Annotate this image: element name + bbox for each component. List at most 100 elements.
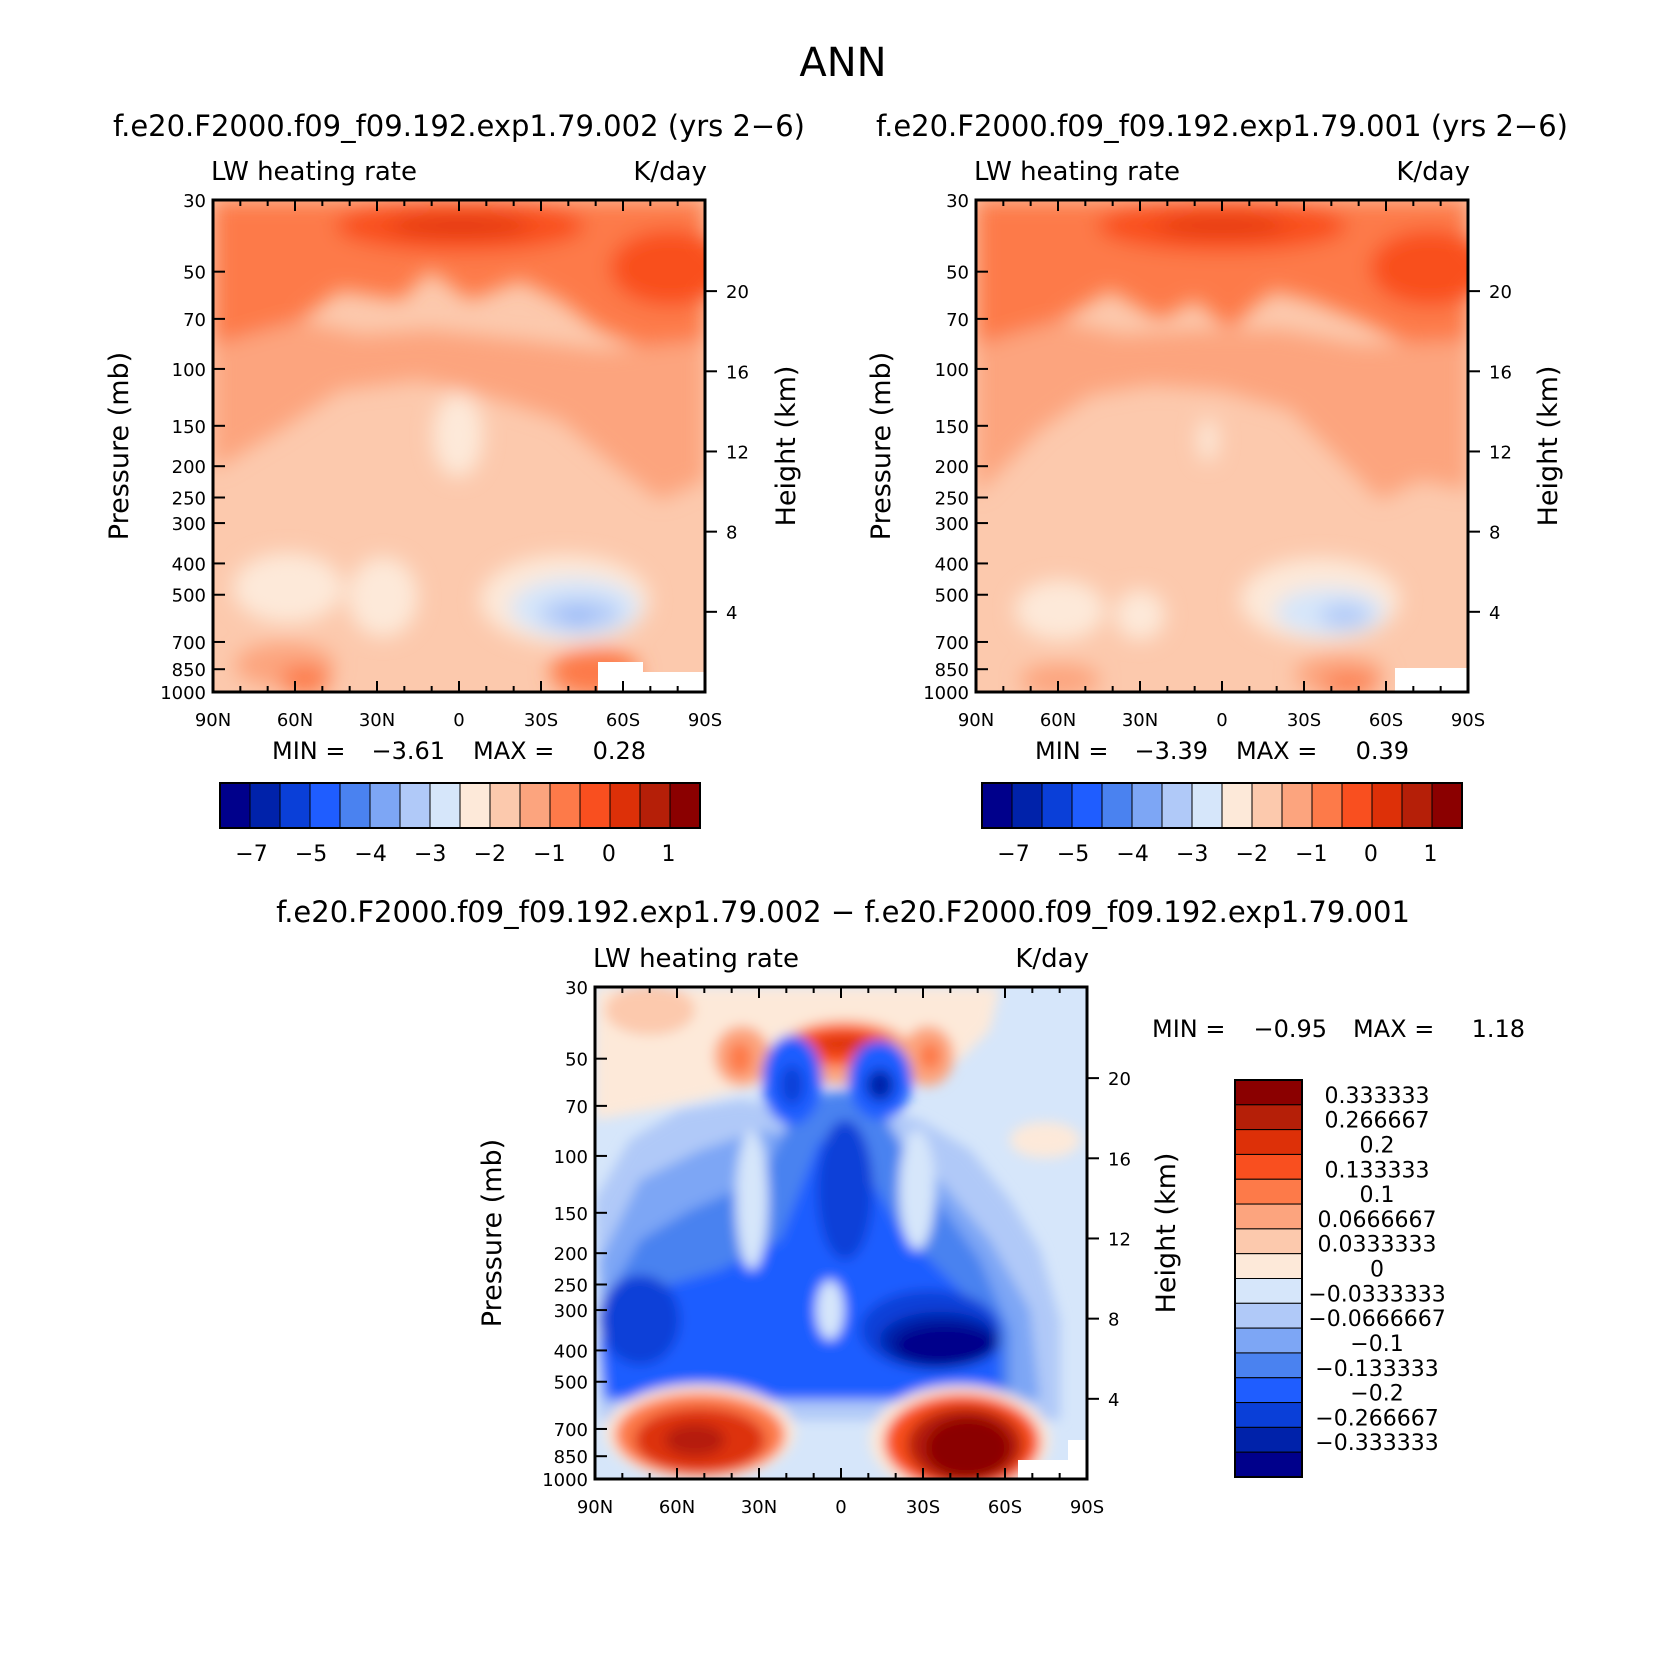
panel-a-ytick-label: 30 [183, 191, 206, 212]
panel-a-colorbar-label: −5 [295, 842, 327, 867]
panel-a-xtick-label: 60N [277, 710, 313, 731]
panel-a-case-title: f.e20.F2000.f09_f09.192.exp1.79.002 (yrs… [113, 109, 805, 143]
panel-a-colorbar-box [309, 782, 341, 829]
panel-a-height-tick-label: 16 [726, 362, 749, 383]
panel-c-ylabel: Pressure (mb) [477, 1139, 508, 1327]
panel-a-colorbar-label: −1 [533, 842, 565, 867]
panel-b-colorbar-label: −4 [1116, 842, 1148, 867]
panel-c-colorbar-box [1234, 1451, 1303, 1478]
panel-b-ytick-label: 70 [946, 310, 969, 331]
panel-c-colorbar-box [1234, 1203, 1303, 1230]
panel-c-height-tick-label: 20 [1108, 1069, 1131, 1090]
panel-c-ytick-label: 70 [565, 1097, 588, 1118]
panel-c-height-tick-label: 4 [1108, 1390, 1119, 1411]
panel-a-xtick-label: 30N [359, 710, 395, 731]
panel-a-colorbar-box [279, 782, 311, 829]
panel-b-ytick-label: 500 [935, 586, 969, 607]
panel-b-height-tick-label: 16 [1489, 362, 1512, 383]
panel-a-ytick-label: 70 [183, 310, 206, 331]
panel-a-height-tick-label: 12 [726, 442, 749, 463]
panel-a-colorbar-label: −7 [235, 842, 267, 867]
panel-c-xtick-label: 30N [741, 1497, 777, 1518]
panel-a-ytick-label: 400 [172, 554, 206, 575]
panel-b-contour-field [976, 200, 1468, 692]
panel-c-colorbar-label: 0.0333333 [1318, 1233, 1437, 1258]
panel-b-colorbar: −7 −5 −4 −3 −2 −1 0 1 [981, 782, 1463, 867]
panel-c-ytick-label: 100 [554, 1147, 588, 1168]
panel-a-ytick-label: 100 [172, 360, 206, 381]
panel-c-colorbar-frame [1234, 1079, 1303, 1478]
panel-a-min-value: −3.61 [371, 737, 445, 765]
panel-c-colorbar-label: 0.1 [1360, 1183, 1395, 1208]
panel-c-colorbar-box [1234, 1377, 1303, 1404]
panel-c-units-label: K/day [1015, 944, 1089, 974]
panel-c-ytick-label: 200 [554, 1244, 588, 1265]
panel-c-xtick-label: 30S [906, 1497, 940, 1518]
panel-b-colorbar-box [1161, 782, 1193, 829]
panel-c-max-label: MAX = [1353, 1015, 1434, 1043]
panel-b-colorbar-label: −2 [1236, 842, 1268, 867]
panel-b-height-tick-label: 4 [1489, 603, 1500, 624]
panel-b-colorbar-box [1281, 782, 1313, 829]
panel-a-colorbar-box [219, 782, 251, 829]
panel-a-ylabel: Pressure (mb) [104, 352, 135, 540]
panel-b-colorbar-box [1221, 782, 1253, 829]
panel-c-colorbar-label: 0 [1370, 1258, 1384, 1283]
panel-b-colorbar-label: 1 [1424, 842, 1438, 867]
panel-a-units-label: K/day [633, 157, 707, 187]
panel-c-ytick-label: 150 [554, 1204, 588, 1225]
panel-a-variable-label: LW heating rate [211, 157, 417, 187]
panel-c-colorbar-label: −0.133333 [1315, 1357, 1438, 1382]
panel-a-ytick-label: 50 [183, 263, 206, 284]
panel-a-axis-ticks: 90N 60N 30N 0 30S 60S 90S 30 50 70 100 150 200 250 300… [160, 191, 749, 731]
panel-a-colorbar-box [399, 782, 431, 829]
panel-c-colorbar-label: −0.1 [1350, 1332, 1403, 1357]
panel-a-colorbar-box [249, 782, 281, 829]
panel-b-colorbar-label: −3 [1176, 842, 1208, 867]
panel-c-ytick-label: 700 [554, 1420, 588, 1441]
panel-b-colorbar-box [981, 782, 1013, 829]
panel-b-colorbar-box [1131, 782, 1163, 829]
panel-c-ytick-label: 500 [554, 1373, 588, 1394]
panel-c-height-tick-label: 16 [1108, 1149, 1131, 1170]
panel-a-colorbar-label: 0 [602, 842, 616, 867]
panel-c-ytick-label: 400 [554, 1341, 588, 1362]
panel-a-ytick-label: 150 [172, 417, 206, 438]
panel-c-colorbar-box [1234, 1402, 1303, 1428]
panel-a-height-tick-label: 20 [726, 282, 749, 303]
panel-a-colorbar-box [669, 782, 701, 829]
panel-c-ytick-label: 250 [554, 1275, 588, 1296]
panel-b-ylabel-right: Height (km) [1533, 366, 1564, 527]
panel-a-xtick-label: 0 [453, 710, 464, 731]
panel-a-colorbar-box [579, 782, 611, 829]
panel-b-ytick-label: 300 [935, 514, 969, 535]
panel-c-height-tick-label: 12 [1108, 1229, 1131, 1250]
panel-a-colorbar-box [369, 782, 401, 829]
panel-b-ytick-label: 200 [935, 457, 969, 478]
panel-a-ytick-label: 300 [172, 514, 206, 535]
panel-c-ytick-label: 300 [554, 1301, 588, 1322]
panel-b-min-label: MIN = [1035, 737, 1108, 765]
panel-b-max-label: MAX = [1236, 737, 1317, 765]
panel-a-colorbar: −7 −5 −4 −3 −2 −1 0 1 [219, 782, 701, 867]
panel-a: LW heating rate K/day [104, 157, 802, 867]
panel-b-colorbar-label: −7 [997, 842, 1029, 867]
panel-c-variable-label: LW heating rate [593, 944, 799, 974]
panel-a-ylabel-right: Height (km) [771, 366, 802, 527]
panel-c-colorbar-label: 0.2 [1360, 1133, 1395, 1158]
panel-c: LW heating rate K/day [477, 944, 1525, 1518]
panel-b-colorbar-box [1401, 782, 1433, 829]
panel-b-min-value: −3.39 [1134, 737, 1208, 765]
panel-b-colorbar-box [1101, 782, 1133, 829]
panel-a-ytick-label: 700 [172, 633, 206, 654]
panel-c-ytick-label: 30 [565, 978, 588, 999]
panel-b-axis-ticks: 90N 60N 30N 0 30S 60S 90S 30 50 70 100 150 200 250 300… [923, 191, 1512, 731]
panel-c-ytick-label: 50 [565, 1050, 588, 1071]
panel-b-xtick-label: 30N [1122, 710, 1158, 731]
panel-b-colorbar-box [1311, 782, 1343, 829]
panel-c-ytick-label: 1000 [542, 1470, 588, 1491]
panel-a-colorbar-label: −2 [474, 842, 506, 867]
panel-a-xtick-label: 30S [524, 710, 558, 731]
panel-b-colorbar-box [1251, 782, 1283, 829]
panel-b-ytick-label: 850 [935, 660, 969, 681]
